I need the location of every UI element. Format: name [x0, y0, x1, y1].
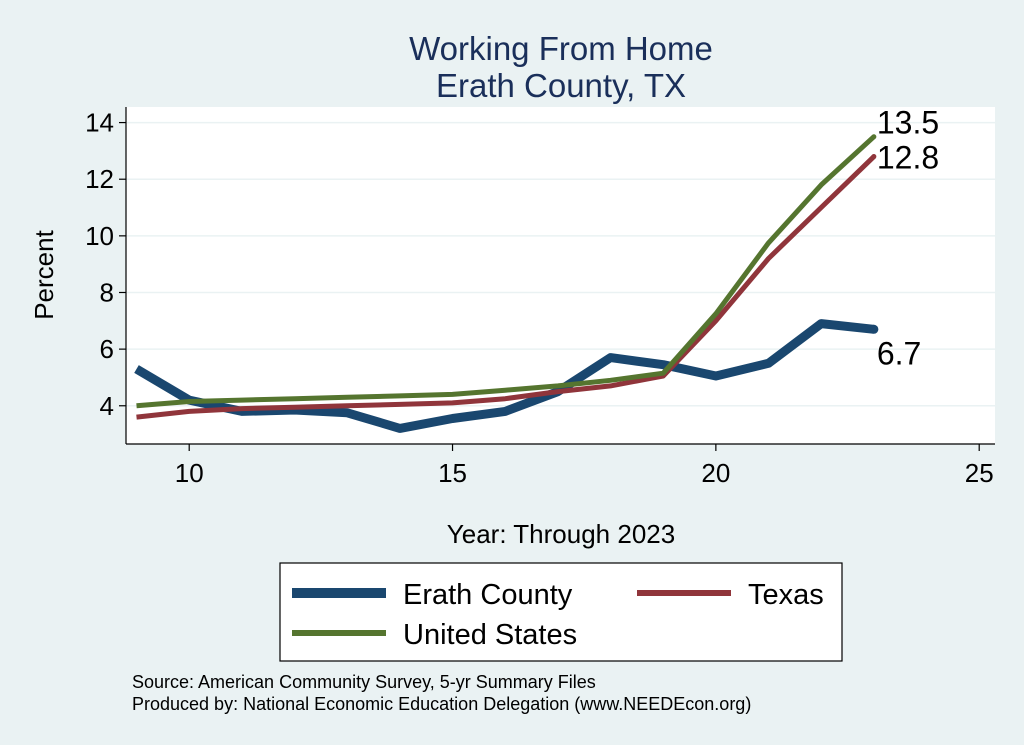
- y-axis-ticks: 4 6 8 10 12 14: [85, 108, 126, 421]
- y-tick-label: 4: [100, 391, 114, 421]
- y-tick-label: 8: [100, 277, 114, 307]
- x-tick-label: 15: [438, 458, 467, 488]
- source-line: Source: American Community Survey, 5-yr …: [132, 672, 596, 692]
- end-label-texas: 12.8: [877, 140, 939, 176]
- chart-title: Working From Home: [409, 30, 713, 67]
- series-endpoint-texas: [871, 154, 877, 160]
- legend-box: [279, 562, 843, 662]
- x-tick-label: 25: [965, 458, 994, 488]
- end-label-erath-county: 6.7: [877, 335, 921, 371]
- legend-label-united-states: United States: [403, 619, 577, 651]
- series-endpoint-erath-county: [869, 324, 879, 334]
- end-labels: 6.7 12.813.5: [877, 105, 939, 372]
- producer-line: Produced by: National Economic Education…: [132, 694, 751, 714]
- series-line-texas: [136, 154, 876, 420]
- x-axis-ticks: 10 15 20 25: [175, 444, 994, 488]
- y-tick-label: 10: [85, 221, 114, 251]
- x-tick-label: 20: [701, 458, 730, 488]
- end-label-united-states: 13.5: [877, 105, 939, 141]
- series-layer: [134, 134, 879, 433]
- series-endpoint-united-states: [871, 134, 877, 140]
- series-line-united-states: [136, 134, 876, 409]
- y-tick-label: 12: [85, 164, 114, 194]
- series-line-erath-county: [134, 319, 875, 433]
- x-axis-title: Year: Through 2023: [447, 519, 675, 549]
- legend-label-texas: Texas: [748, 579, 824, 611]
- y-tick-label: 6: [100, 334, 114, 364]
- chart-subtitle: Erath County, TX: [436, 67, 686, 104]
- legend-label-erath-county: Erath County: [403, 579, 573, 611]
- x-tick-label: 10: [175, 458, 204, 488]
- y-tick-label: 14: [85, 108, 114, 138]
- axes: [125, 107, 995, 445]
- legend: Erath County Texas United States: [279, 562, 843, 662]
- y-axis-title: Percent: [29, 229, 59, 319]
